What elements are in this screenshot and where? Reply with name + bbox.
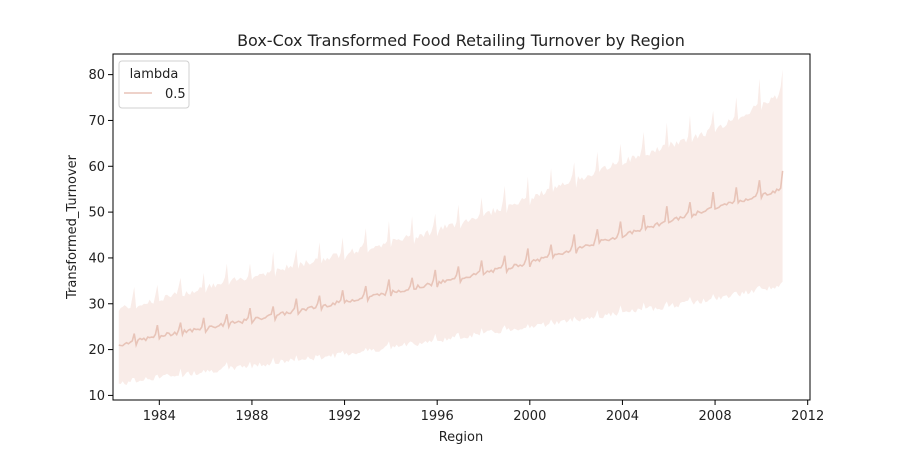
y-tick-label-30: 30 (88, 297, 105, 312)
x-tick-label-1984: 1984 (143, 409, 176, 424)
x-tick-label-1988: 1988 (235, 409, 268, 424)
x-tick-label-1996: 1996 (421, 409, 454, 424)
x-tick-label-2000: 2000 (513, 409, 546, 424)
series-line-0-5 (118, 170, 784, 348)
x-axis: 1984 1988 1992 1996 2000 2004 2008 2012 (143, 400, 824, 424)
y-tick-label-40: 40 (88, 251, 105, 266)
confidence-band (118, 69, 783, 385)
y-tick-label-50: 50 (88, 206, 105, 221)
x-tick-label-2012: 2012 (791, 409, 824, 424)
y-tick-label-60: 60 (88, 160, 105, 175)
y-tick-label-10: 10 (88, 389, 105, 404)
legend: lambda 0.5 (118, 60, 190, 109)
y-tick-label-20: 20 (88, 343, 105, 358)
plot-area (112, 53, 811, 401)
x-tick-label-2004: 2004 (606, 409, 639, 424)
chart-title: Box-Cox Transformed Food Retailing Turno… (237, 31, 685, 50)
legend-label-0-5: 0.5 (165, 87, 186, 102)
y-axis: 10 20 30 40 50 60 70 80 (88, 68, 113, 404)
y-tick-label-80: 80 (88, 68, 105, 83)
x-tick-label-1992: 1992 (328, 409, 361, 424)
y-tick-label-70: 70 (88, 114, 105, 129)
plot-frame (112, 53, 811, 401)
x-axis-label: Region (439, 430, 484, 445)
legend-box (118, 60, 190, 109)
x-tick-label-2008: 2008 (699, 409, 732, 424)
legend-title: lambda (130, 67, 179, 82)
y-axis-label: Transformed_Turnover (65, 154, 80, 300)
